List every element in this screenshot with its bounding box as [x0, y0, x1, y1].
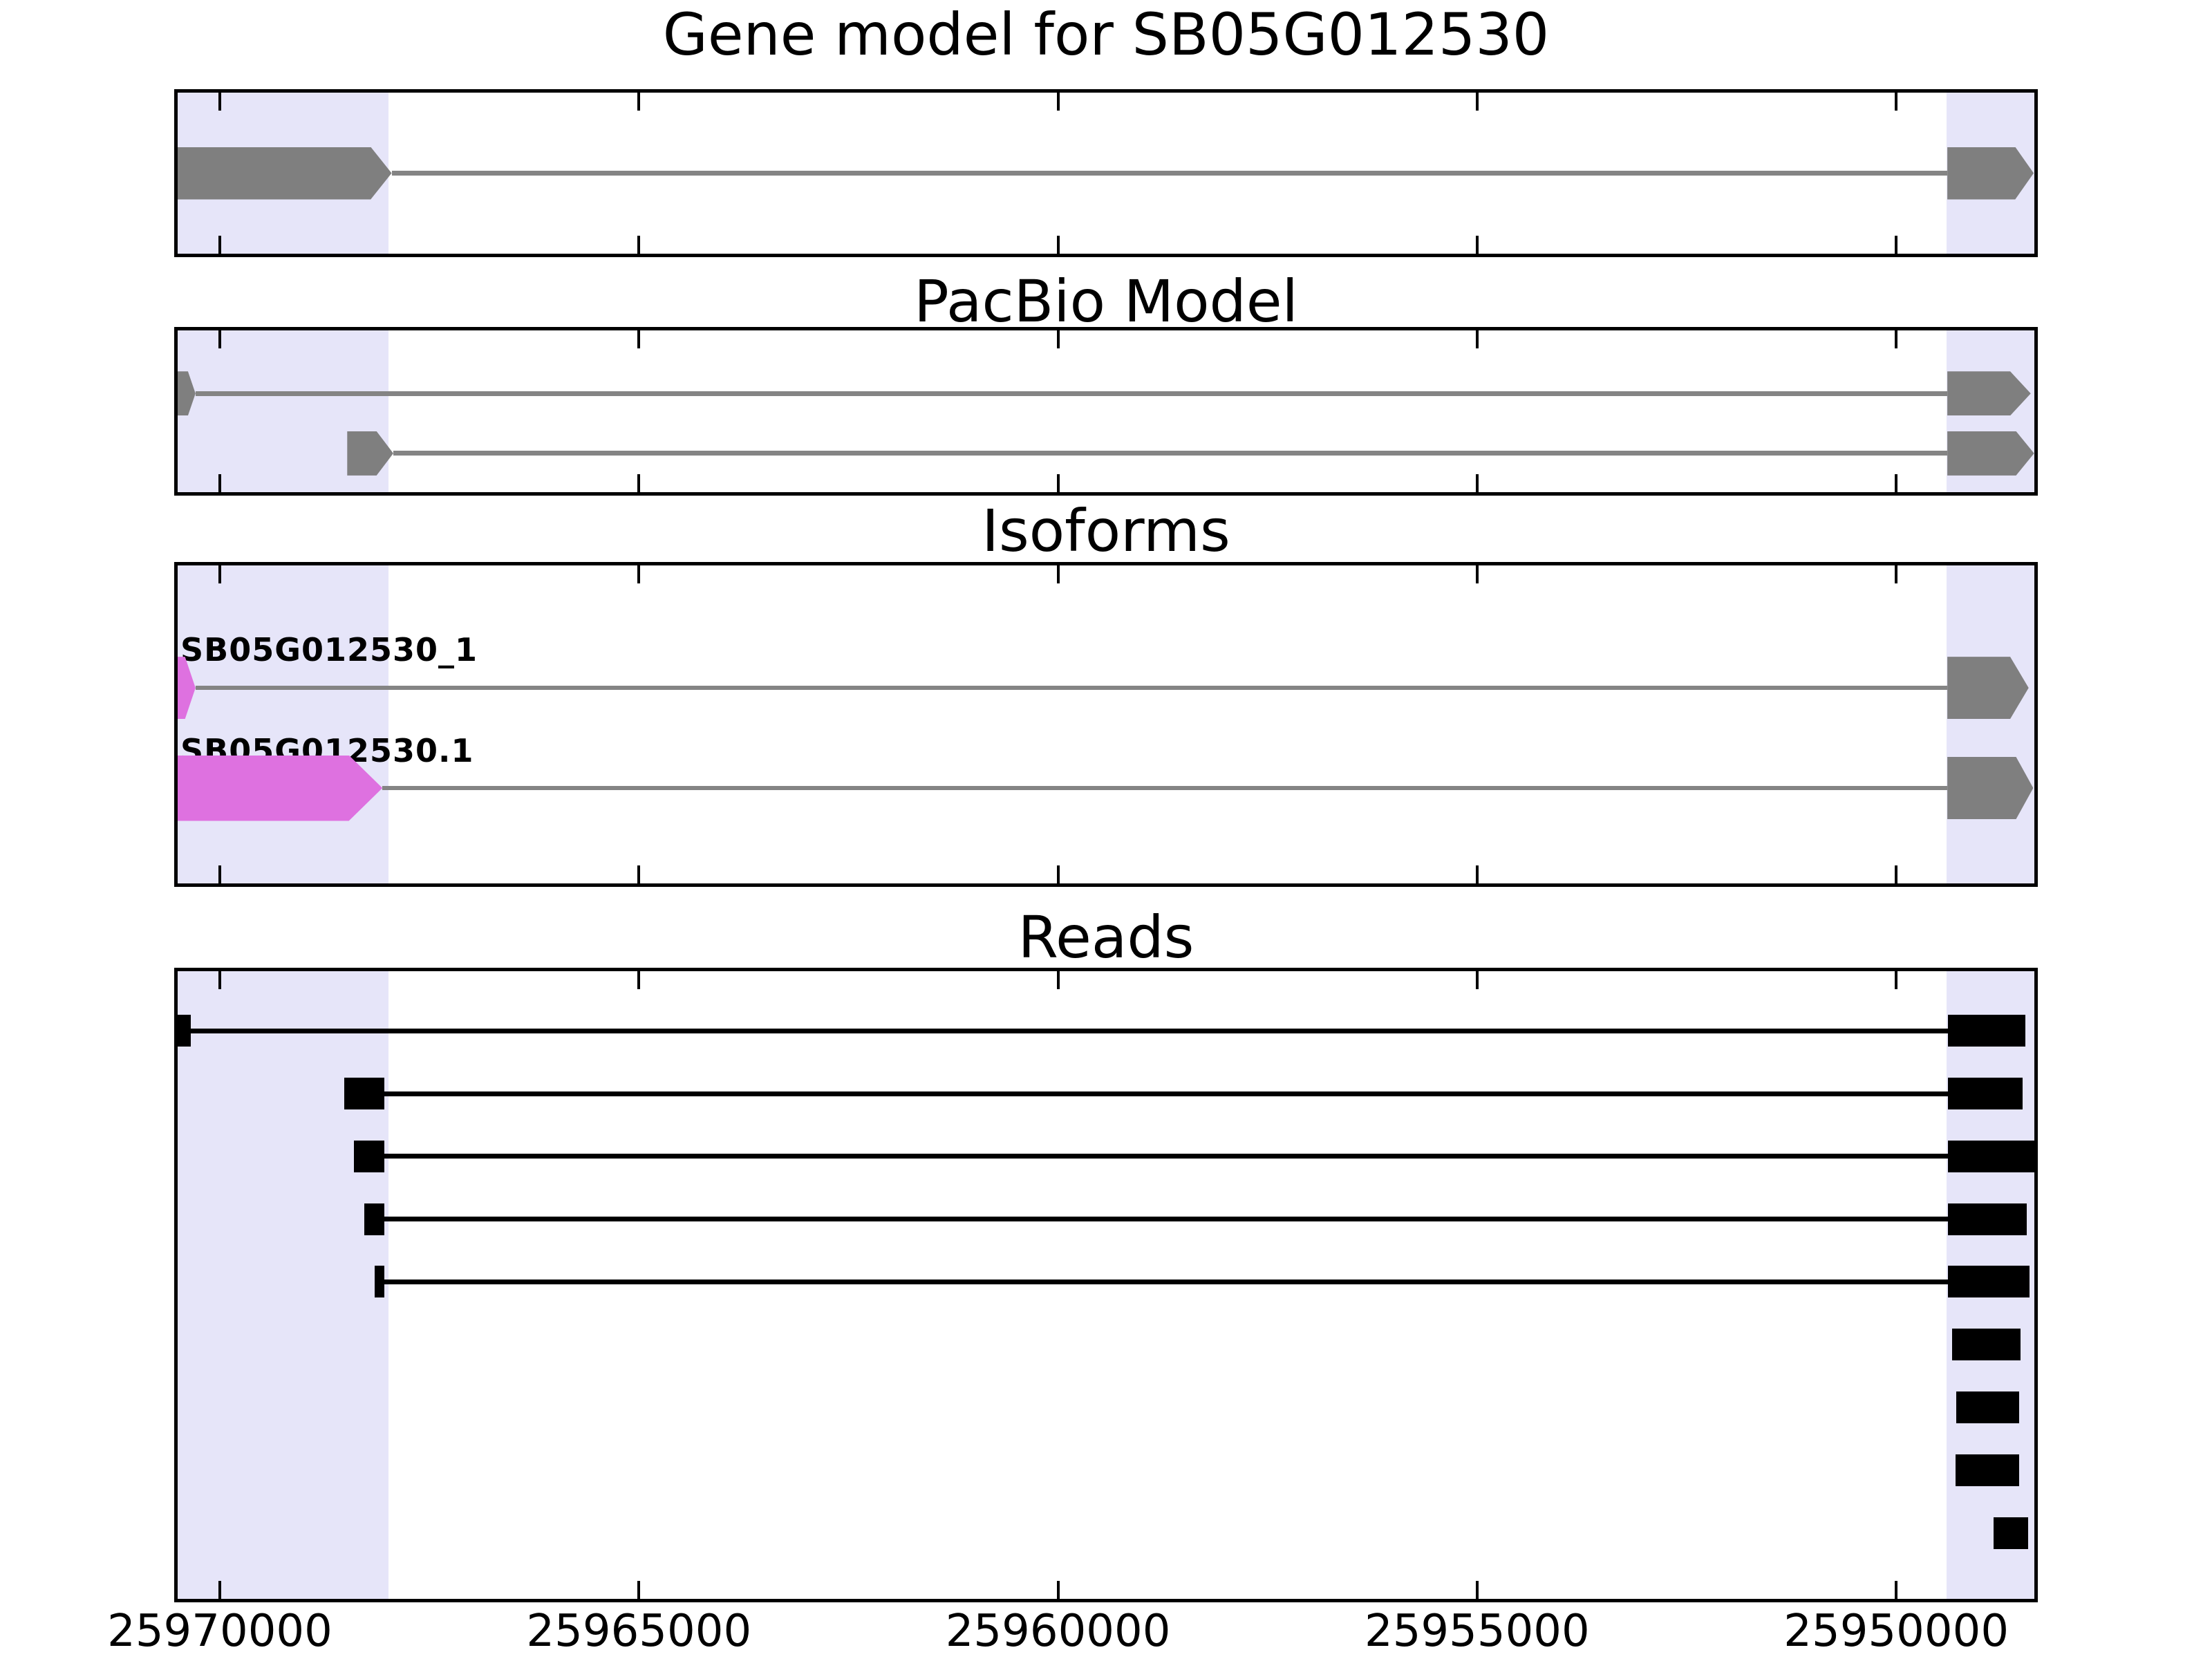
axis-tick	[637, 971, 641, 989]
axis-tick	[637, 93, 641, 111]
axis-tick	[637, 236, 641, 254]
axis-tick	[1056, 971, 1060, 989]
axis-tick-label: 25955000	[1364, 1606, 1590, 1657]
read-block	[1955, 1454, 2019, 1486]
axis-tick	[218, 330, 221, 348]
exon-arrow	[1947, 657, 2029, 720]
exon-arrow	[178, 147, 392, 200]
read-block	[1948, 1078, 2023, 1110]
axis-tick	[1056, 865, 1060, 883]
exon-arrow	[178, 755, 383, 821]
axis-tick	[1895, 93, 1898, 111]
axis-tick	[1056, 236, 1060, 254]
read-block	[1948, 1203, 2027, 1235]
axis-tick-label: 25970000	[107, 1606, 332, 1657]
read-block	[178, 1015, 191, 1047]
panel-title-isoforms: Isoforms	[982, 497, 1230, 565]
axis-tick	[218, 93, 221, 111]
read-block	[354, 1140, 385, 1172]
axis-tick-label: 25950000	[1783, 1606, 2009, 1657]
highlight-band-last-exon-region	[1946, 565, 2034, 883]
axis-tick	[637, 330, 641, 348]
axis-tick	[1475, 565, 1479, 583]
read-block	[375, 1266, 385, 1298]
isoform-label: SB05G012530_1	[180, 630, 478, 668]
axis-tick	[1895, 971, 1898, 989]
axis-tick-label: 25965000	[526, 1606, 752, 1657]
exon-arrow	[1947, 147, 2034, 200]
read-block	[344, 1078, 385, 1110]
highlight-band-first-exon-region	[178, 971, 388, 1599]
axis-tick	[1895, 1581, 1898, 1599]
panel-title-reads: Reads	[1018, 903, 1194, 971]
axis-tick	[637, 565, 641, 583]
read-block	[364, 1203, 385, 1235]
exon-arrow	[1947, 757, 2034, 819]
panel-title-pacbio-model: PacBio Model	[914, 268, 1298, 335]
read-block	[1948, 1140, 2034, 1172]
axis-tick	[218, 971, 221, 989]
read-line	[384, 1217, 1949, 1222]
axis-tick	[218, 865, 221, 883]
axis-tick	[218, 1581, 221, 1599]
panel-gene-model	[174, 89, 2038, 257]
read-line	[384, 1091, 1949, 1096]
axis-tick	[1056, 474, 1060, 492]
intron-line	[195, 686, 1948, 691]
axis-tick	[637, 865, 641, 883]
axis-tick	[1895, 865, 1898, 883]
exon-arrow	[1947, 371, 2031, 416]
panel-isoforms: SB05G012530_1 SB05G012530.1	[174, 562, 2038, 887]
axis-tick	[1895, 474, 1898, 492]
intron-line	[382, 786, 1948, 790]
axis-tick	[1475, 93, 1479, 111]
axis-tick	[1475, 971, 1479, 989]
axis-tick	[637, 474, 641, 492]
axis-tick	[1475, 474, 1479, 492]
axis-tick	[1895, 236, 1898, 254]
axis-tick	[218, 474, 221, 492]
intron-line	[393, 451, 1948, 456]
read-line	[190, 1028, 1949, 1033]
highlight-band-first-exon-region	[178, 565, 388, 883]
panel-pacbio-model	[174, 327, 2038, 496]
axis-tick	[1056, 1581, 1060, 1599]
intron-line	[195, 391, 1948, 396]
read-block	[1948, 1015, 2025, 1047]
axis-tick	[1056, 93, 1060, 111]
intron-line	[391, 171, 1948, 176]
panel-reads	[174, 968, 2038, 1602]
axis-tick	[218, 565, 221, 583]
axis-tick	[1056, 330, 1060, 348]
axis-tick	[1056, 565, 1060, 583]
read-block	[1993, 1517, 2028, 1549]
read-block	[1952, 1329, 2021, 1361]
axis-tick	[1475, 1581, 1479, 1599]
read-block	[1948, 1266, 2030, 1298]
axis-tick-label: 25960000	[945, 1606, 1171, 1657]
read-line	[384, 1279, 1949, 1284]
axis-tick	[1895, 330, 1898, 348]
axis-tick	[218, 236, 221, 254]
axis-tick	[1475, 865, 1479, 883]
axis-tick	[637, 1581, 641, 1599]
panel-title-gene-model: Gene model for SB05G012530	[662, 1, 1550, 68]
axis-tick	[1895, 565, 1898, 583]
axis-tick	[1475, 236, 1479, 254]
axis-tick	[1475, 330, 1479, 348]
read-line	[384, 1154, 1949, 1159]
read-block	[1956, 1391, 2019, 1424]
exon-arrow	[1947, 431, 2034, 476]
